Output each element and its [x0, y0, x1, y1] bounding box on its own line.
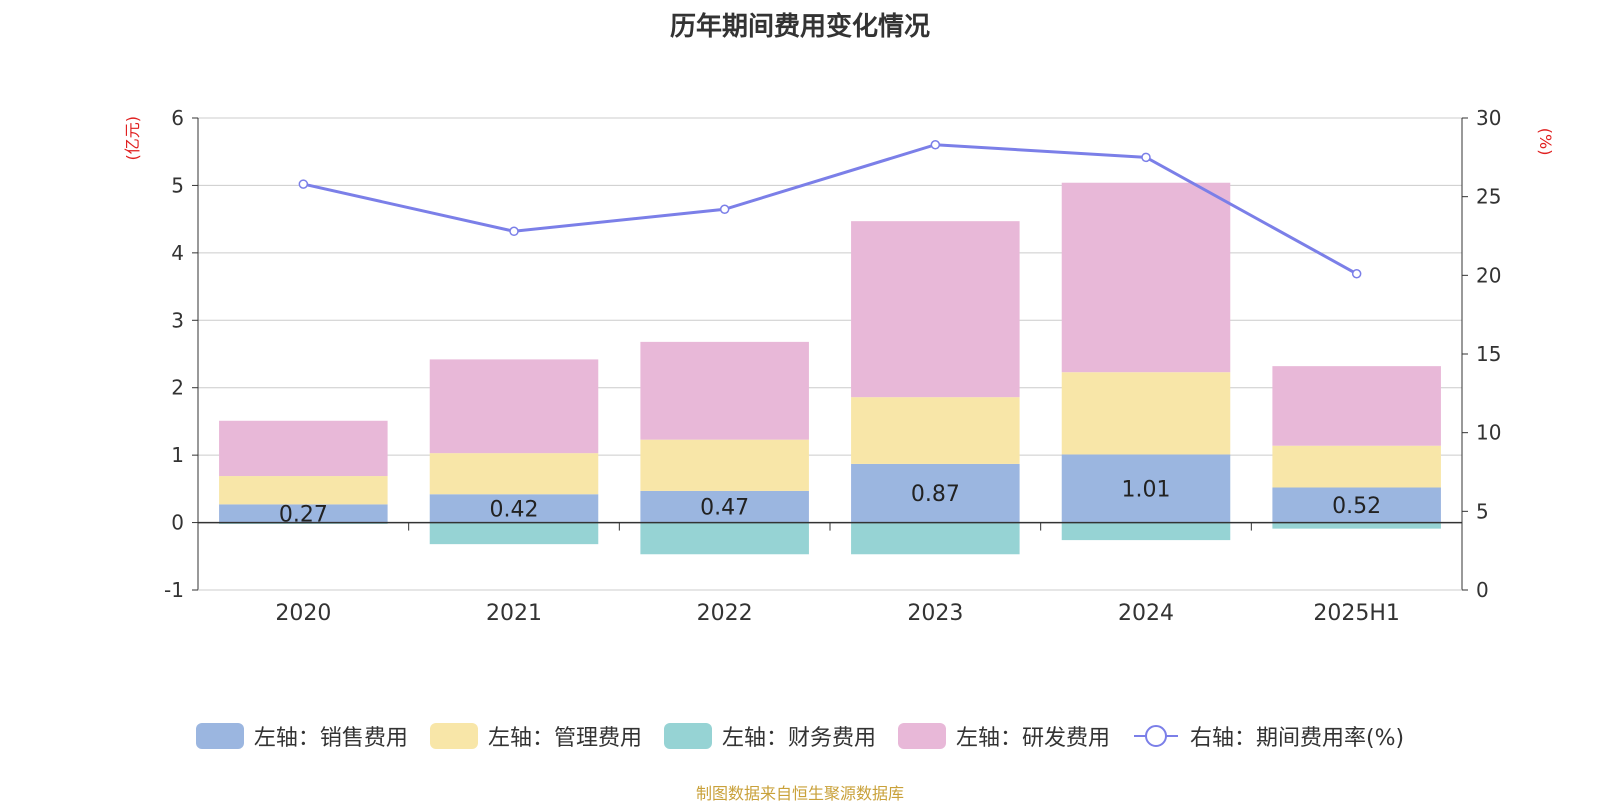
- y-left-tick-label: 2: [171, 376, 184, 400]
- bar-finance: [640, 522, 809, 555]
- y-left-tick-label: 5: [171, 173, 184, 197]
- bar-sales: [851, 463, 1020, 523]
- bar-admin: [851, 397, 1020, 464]
- legend-swatch-rnd: [897, 723, 946, 749]
- x-tick-label: 2020: [275, 601, 331, 626]
- line-point-expense-rate: [1351, 269, 1362, 279]
- legend-swatch-sales: [195, 723, 244, 749]
- chart-title: 历年期间费用变化情况: [669, 12, 930, 42]
- line-point-expense-rate: [298, 179, 309, 189]
- bar-sales: [429, 494, 599, 523]
- data-label-sales: 1.01: [1122, 478, 1171, 503]
- y-left-axis-label: (亿元): [123, 116, 142, 161]
- source-note: 制图数据来自恒生聚源数据库: [695, 784, 904, 803]
- data-label-sales: 0.87: [911, 482, 960, 507]
- chart-plot: -1 0 1 2 3 4 5 6 0 5 10 15 20 25 30 (亿元) (%) 2020 2021 2022…: [123, 106, 1555, 626]
- bar-rnd: [429, 359, 599, 454]
- line-point-expense-rate: [1141, 152, 1151, 163]
- bar-finance: [1272, 522, 1441, 529]
- line-point-expense-rate: [509, 226, 519, 237]
- bar-admin: [219, 476, 388, 505]
- legend-item-finance[interactable]: 左轴：财务费用: [663, 720, 876, 752]
- bar-admin: [640, 439, 809, 491]
- bar-sales: [219, 504, 388, 523]
- bar-admin: [1061, 372, 1231, 455]
- y-left-tick-label: 0: [171, 511, 184, 535]
- bar-sales: [1061, 454, 1231, 523]
- bar-finance: [429, 522, 599, 545]
- y-left-tick-label: 4: [171, 241, 184, 265]
- y-left-tick-label: 6: [171, 106, 184, 130]
- legend-line-marker-icon: [1133, 725, 1178, 747]
- legend-swatch-admin: [429, 723, 478, 749]
- x-tick-label: 2022: [697, 601, 753, 626]
- bar-rnd: [640, 341, 809, 440]
- bar-rnd: [851, 221, 1020, 398]
- y-right-tick-label: 30: [1476, 106, 1501, 130]
- bar-sales: [1272, 487, 1441, 523]
- y-right-tick-label: 15: [1476, 342, 1501, 366]
- y-right-axis-label: (%): [1536, 128, 1555, 156]
- bar-rnd: [1061, 182, 1231, 373]
- bar-rnd: [219, 420, 388, 477]
- x-tick-label: 2023: [907, 601, 963, 626]
- y-right-tick-label: 0: [1476, 578, 1489, 602]
- y-right-tick-label: 25: [1476, 185, 1501, 209]
- y-left-tick-label: 3: [171, 308, 184, 332]
- legend-item-rnd[interactable]: 左轴：研发费用: [897, 720, 1110, 752]
- x-tick-label: 2024: [1118, 601, 1174, 626]
- data-label-sales: 0.52: [1332, 494, 1381, 519]
- bar-finance: [1061, 522, 1231, 541]
- data-label-sales: 0.47: [700, 496, 749, 521]
- legend-item-admin[interactable]: 左轴：管理费用: [429, 720, 642, 752]
- y-right-tick-label: 20: [1476, 263, 1501, 287]
- bar-admin: [429, 453, 599, 495]
- x-tick-label: 2021: [486, 601, 542, 626]
- legend-swatch-finance: [663, 723, 712, 749]
- legend: 左轴：销售费用 左轴：管理费用 左轴：财务费用 左轴：研发费用 右轴：期间费用率…: [0, 720, 1600, 752]
- y-right-tick-label: 10: [1476, 421, 1501, 445]
- x-tick-label: 2025H1: [1313, 601, 1400, 626]
- y-left-tick-label: 1: [171, 443, 184, 467]
- legend-label-expense-rate: 右轴：期间费用率(%): [1189, 726, 1405, 751]
- legend-label-admin: 左轴：管理费用: [487, 726, 642, 751]
- y-right-tick-label: 5: [1476, 499, 1489, 523]
- data-label-sales: 0.27: [279, 502, 328, 527]
- legend-label-rnd: 左轴：研发费用: [955, 726, 1110, 751]
- bar-sales: [640, 490, 809, 523]
- bar-admin: [1272, 445, 1441, 488]
- y-left-tick-label: -1: [164, 578, 184, 602]
- line-expense-rate: [303, 143, 1358, 276]
- bar-rnd: [1272, 366, 1441, 446]
- legend-item-sales[interactable]: 左轴：销售费用: [195, 720, 408, 752]
- legend-label-sales: 左轴：销售费用: [253, 726, 408, 751]
- data-label-sales: 0.42: [490, 497, 539, 522]
- bar-finance: [851, 522, 1020, 555]
- line-point-expense-rate: [719, 204, 730, 215]
- legend-item-expense-rate[interactable]: 右轴：期间费用率(%): [1132, 720, 1404, 752]
- legend-label-finance: 左轴：财务费用: [721, 726, 876, 751]
- line-point-expense-rate: [930, 139, 941, 150]
